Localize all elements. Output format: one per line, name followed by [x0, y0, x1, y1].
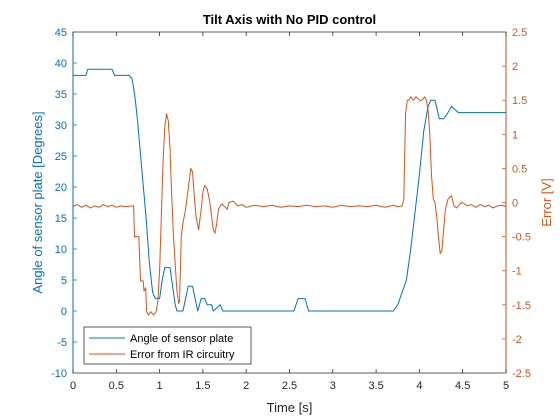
right-y-axis-label: Error [V] — [539, 178, 554, 226]
right-y-tick-label: -1.5 — [512, 300, 531, 312]
legend: Angle of sensor plate Error from IR circ… — [83, 326, 252, 365]
left-y-tick-label: 35 — [55, 89, 67, 101]
right-y-tick-label: 2 — [512, 61, 518, 73]
left-y-tick-label: 5 — [61, 275, 67, 287]
x-tick-label: 3 — [330, 380, 336, 392]
right-y-tick-label: 0.5 — [512, 163, 527, 175]
left-y-axis-ticks: -10 -5 0 5 10 15 20 25 30 35 40 45 — [51, 27, 77, 380]
legend-label-angle: Angle of sensor plate — [130, 333, 233, 345]
right-y-tick-label: 1.5 — [512, 95, 527, 107]
series-layer — [72, 68, 507, 316]
left-y-tick-label: 15 — [55, 213, 67, 225]
left-y-tick-label: 30 — [55, 120, 67, 132]
x-tick-label: 4 — [416, 380, 422, 392]
chart-title: Tilt Axis with No PID control — [203, 12, 376, 27]
right-y-tick-label: -0.5 — [512, 232, 531, 244]
x-tick-label: 2.5 — [282, 380, 297, 392]
x-tick-label: 1.5 — [195, 380, 210, 392]
legend-label-error: Error from IR circuitry — [130, 349, 235, 361]
right-y-tick-label: -2 — [512, 334, 522, 346]
left-y-tick-label: 40 — [55, 58, 67, 70]
x-axis-ticks: 0 0.5 1 1.5 2 2.5 3 3.5 4 4.5 5 — [70, 32, 509, 392]
left-y-tick-label: 20 — [55, 182, 67, 194]
right-y-tick-label: -1 — [512, 266, 522, 278]
x-tick-label: 3.5 — [368, 380, 383, 392]
x-tick-label: 2 — [243, 380, 249, 392]
left-y-axis-label: Angle of sensor plate [Degrees] — [30, 111, 45, 293]
x-tick-label: 5 — [503, 380, 509, 392]
legend-box — [83, 326, 252, 365]
x-tick-label: 1 — [157, 380, 163, 392]
x-tick-label: 4.5 — [455, 380, 470, 392]
series-line-1 — [72, 96, 507, 316]
plot-area — [73, 32, 506, 373]
left-y-tick-label: -10 — [51, 368, 67, 380]
x-tick-label: 0.5 — [109, 380, 124, 392]
right-y-axis-ticks: -2.5 -2 -1.5 -1 -0.5 0 0.5 1 1.5 2 2.5 — [502, 27, 531, 380]
right-y-tick-label: -2.5 — [512, 368, 531, 380]
left-y-tick-label: 0 — [61, 306, 67, 318]
left-y-tick-label: -5 — [57, 337, 67, 349]
series-line-0 — [73, 68, 506, 312]
x-axis-label: Time [s] — [267, 400, 313, 415]
left-y-tick-label: 10 — [55, 244, 67, 256]
right-y-tick-label: 0 — [512, 198, 518, 210]
right-y-tick-label: 1 — [512, 129, 518, 141]
right-y-tick-label: 2.5 — [512, 27, 527, 39]
left-y-tick-label: 25 — [55, 151, 67, 163]
left-y-tick-label: 45 — [55, 27, 67, 39]
x-tick-label: 0 — [70, 380, 76, 392]
